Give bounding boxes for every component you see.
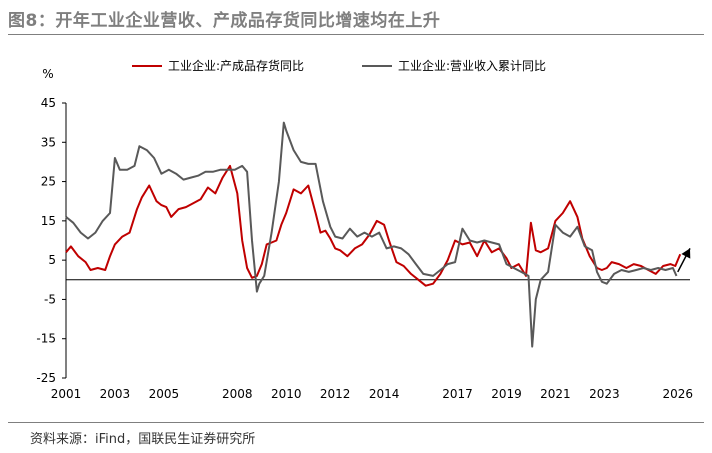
y-axis-label: % [42, 67, 53, 81]
legend: 工业企业:产成品存货同比 工业企业:营业收入累计同比 [132, 58, 546, 73]
source-note: 资料来源：iFind，国联民生证券研究所 [30, 432, 256, 447]
source-rule [8, 422, 704, 423]
title-rule [8, 34, 704, 35]
y-tick-label: -25 [36, 371, 56, 385]
x-tick-label: 2019 [491, 387, 522, 401]
x-tick-label: 2017 [442, 387, 473, 401]
x-tick-label: 2005 [149, 387, 180, 401]
annotation-arrow [677, 248, 691, 273]
series-line-inventory [65, 164, 682, 287]
y-tick-label: 15 [41, 214, 56, 228]
y-tick-label: -15 [36, 332, 56, 346]
legend-label: 工业企业:产成品存货同比 [168, 58, 304, 73]
series-lines [65, 121, 682, 348]
figure-title: 图8：开年工业企业营收、产成品存货同比增速均在上升 [8, 11, 441, 31]
arrow-head [681, 248, 691, 259]
x-tick-label: 2026 [662, 387, 693, 401]
y-tick-label: 25 [41, 175, 56, 189]
x-tick-label: 2021 [540, 387, 571, 401]
x-tick-label: 2008 [222, 387, 253, 401]
y-tick-label: 45 [41, 96, 56, 110]
x-tick-label: 2023 [589, 387, 620, 401]
series-line-revenue [65, 121, 678, 348]
x-tick-label: 2012 [320, 387, 351, 401]
y-tick-label: 35 [41, 135, 56, 149]
x-tick-label: 2003 [100, 387, 131, 401]
y-tick-label: -5 [44, 292, 56, 306]
x-tick-label: 2001 [51, 387, 82, 401]
legend-label: 工业企业:营业收入累计同比 [398, 58, 546, 73]
x-tick-label: 2010 [271, 387, 302, 401]
y-tick-label: 5 [48, 253, 56, 267]
x-tick-label: 2014 [369, 387, 400, 401]
axes: 45 35 25 15 5 -5 -15 -25 2001 2003 2005 2008 2010 201… [36, 96, 693, 401]
line-chart: 工业企业:产成品存货同比 工业企业:营业收入累计同比 % 45 35 25 15 5 -5 -… [36, 58, 693, 401]
